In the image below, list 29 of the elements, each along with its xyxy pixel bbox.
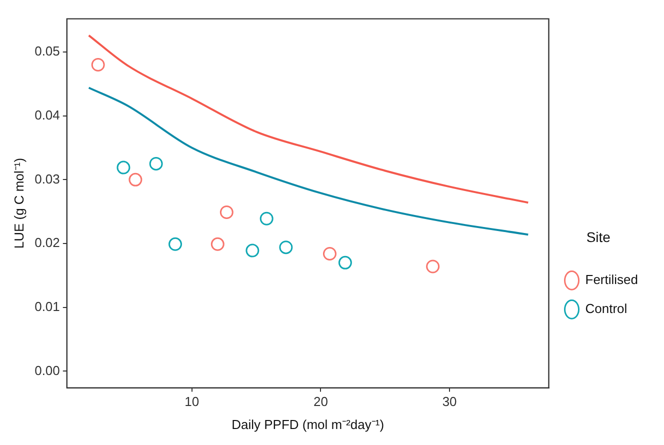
y-tick-label: 0.01 [34,298,60,314]
legend-title: Site [586,228,611,245]
x-tick-label: 10 [184,394,200,410]
point [246,244,260,258]
legend-label: Control [585,300,628,316]
point [279,240,293,254]
point [260,212,274,226]
point [116,160,130,174]
x-tick-label: 30 [442,394,457,410]
point [338,256,352,270]
y-tick-label: 0.04 [34,107,60,122]
x-tick-label: 20 [313,394,328,410]
y-tick-label: 0.05 [34,44,60,59]
point [91,58,105,72]
point [322,246,336,260]
y-tick-label: 0.03 [34,171,60,186]
legend-label: Fertilised [585,272,638,287]
y-axis-title: LUE (g C mol⁻¹) [11,158,26,249]
y-tick-label: 0.02 [34,235,60,250]
line-series [88,86,530,236]
y-tick-label: 0.00 [34,362,60,378]
point [426,260,440,274]
line-series [88,34,530,204]
point [220,205,234,219]
point [128,172,142,186]
x-axis-title: Daily PPFD (mol m⁻²day⁻¹) [232,416,384,432]
point [168,237,182,251]
point [149,156,163,170]
point [210,237,224,251]
